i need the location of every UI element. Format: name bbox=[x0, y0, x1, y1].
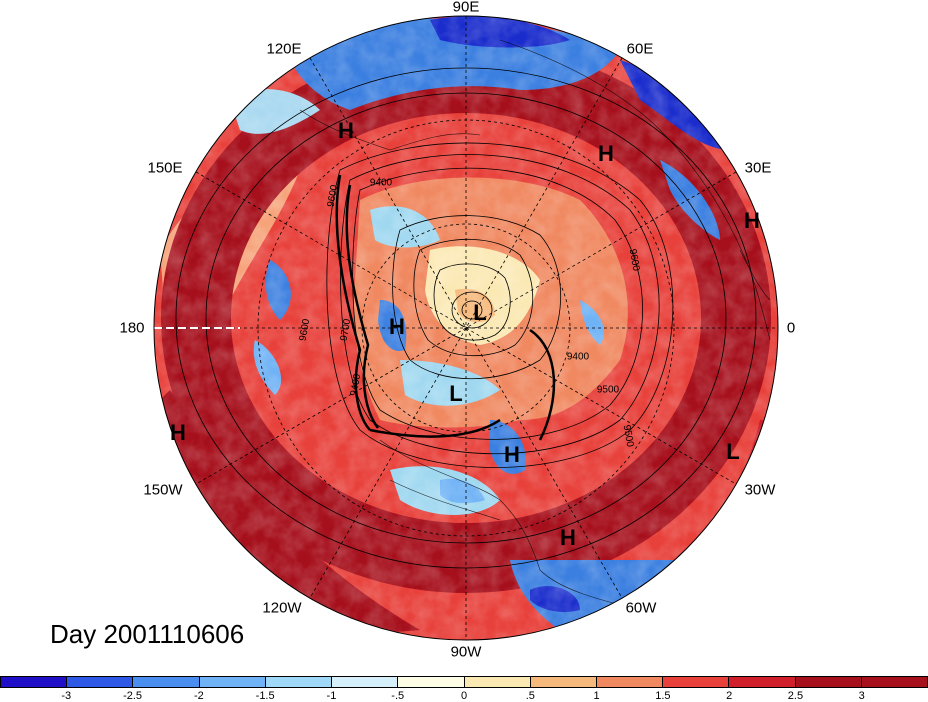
height-contours bbox=[175, 67, 757, 569]
contour-label: 9500 bbox=[596, 384, 620, 396]
high-marker: H bbox=[560, 525, 576, 550]
lon-label-30w: 30W bbox=[744, 481, 776, 499]
anomaly-field bbox=[154, 16, 778, 640]
coastlines bbox=[299, 39, 771, 611]
colorbar-tick-label: 2 bbox=[726, 690, 733, 702]
high-marker: H bbox=[598, 141, 614, 166]
graticule bbox=[154, 16, 778, 640]
lon-label-60e: 60E bbox=[626, 40, 654, 58]
high-marker: H bbox=[744, 208, 760, 233]
map-border bbox=[153, 15, 779, 641]
lon-label-30e: 30E bbox=[744, 159, 772, 177]
colorbar-swatch bbox=[861, 676, 928, 688]
colorbar-tick-label: -1 bbox=[326, 690, 337, 702]
lon-label-60w: 60W bbox=[625, 599, 657, 617]
colorbar-tick-label: 0 bbox=[460, 690, 468, 702]
lon-label-120w: 120W bbox=[262, 599, 302, 617]
colorbar bbox=[0, 676, 928, 688]
colorbar-swatch bbox=[332, 676, 399, 688]
colorbar-tick-label: 1 bbox=[593, 690, 600, 702]
lon-label-150e: 150E bbox=[147, 159, 183, 177]
colorbar-swatch bbox=[729, 676, 796, 688]
colorbar-swatch bbox=[530, 676, 597, 688]
lon-label-120e: 120E bbox=[266, 40, 302, 58]
colorbar-swatch bbox=[67, 676, 134, 688]
lon-label-90w: 90W bbox=[450, 643, 482, 661]
colorbar-tick-label: -.5 bbox=[391, 690, 405, 702]
colorbar-tick-label: 2.5 bbox=[787, 690, 804, 702]
colorbar-swatch bbox=[795, 676, 862, 688]
colorbar-tick-label: -3 bbox=[61, 690, 72, 702]
lon-label-150w: 150W bbox=[143, 481, 183, 499]
day-label: Day 2001110606 bbox=[50, 619, 245, 649]
colorbar-tick-label: 3 bbox=[858, 690, 865, 702]
contour-label: 9400 bbox=[369, 177, 393, 189]
colorbar-tick-label: 1.5 bbox=[655, 690, 671, 702]
lon-label-90e: 90E bbox=[452, 0, 480, 16]
low-marker: L bbox=[726, 439, 740, 464]
lon-label-0: 0 bbox=[786, 319, 796, 337]
colorbar-swatch bbox=[464, 676, 531, 688]
colorbar-swatch bbox=[199, 676, 266, 688]
colorbar-swatch bbox=[0, 676, 68, 688]
high-marker: H bbox=[338, 118, 354, 143]
colorbar-tick-label: -2.5 bbox=[123, 690, 143, 702]
colorbar-tick-label: .5 bbox=[525, 690, 535, 702]
colorbar-tick-label: -1.5 bbox=[255, 690, 275, 702]
colorbar-swatch bbox=[663, 676, 730, 688]
contour-label: 9400 bbox=[566, 351, 590, 363]
colorbar-swatch bbox=[265, 676, 333, 688]
high-marker: H bbox=[504, 442, 520, 467]
colorbar-swatch bbox=[398, 676, 465, 688]
high-marker: H bbox=[389, 314, 405, 339]
low-marker: L bbox=[473, 300, 487, 325]
low-marker: L bbox=[449, 381, 463, 406]
colorbar-swatch bbox=[133, 676, 200, 688]
colorbar-swatch bbox=[596, 676, 664, 688]
colorbar-tick-label: -2 bbox=[193, 690, 204, 702]
high-marker: H bbox=[170, 420, 186, 445]
lon-label-180: 180 bbox=[119, 319, 145, 337]
